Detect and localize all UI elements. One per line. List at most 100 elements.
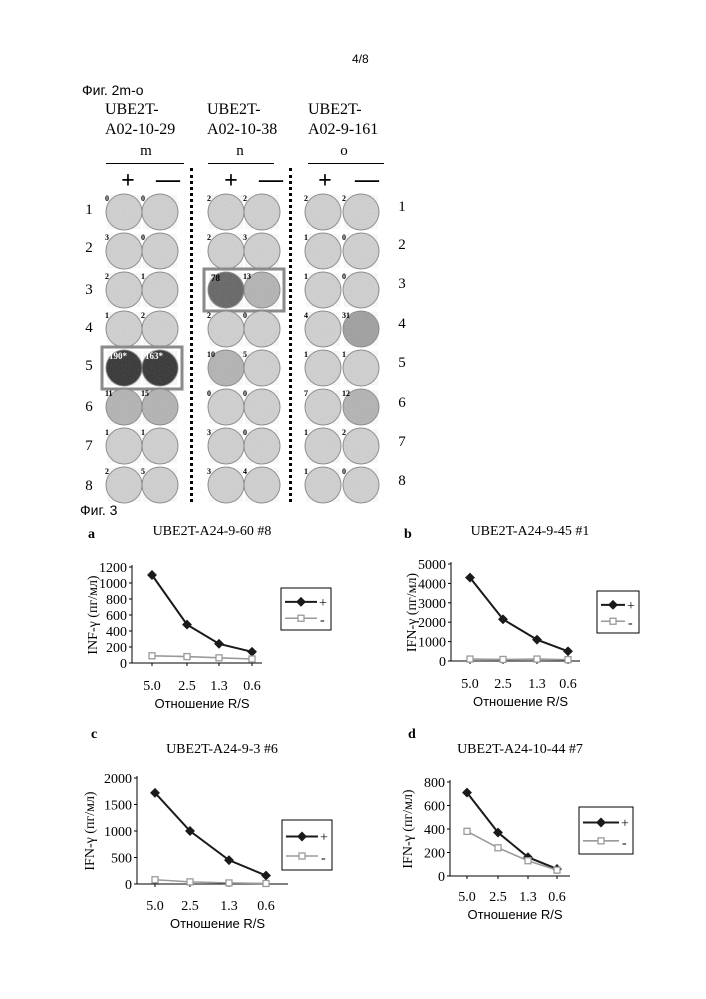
panel-o-letter: o bbox=[340, 143, 348, 159]
well-speckle bbox=[245, 273, 279, 307]
well-speckle bbox=[306, 468, 340, 502]
y-tick-label: 1000 bbox=[99, 577, 127, 592]
well-speckle bbox=[209, 195, 243, 229]
panel-m-letter: m bbox=[140, 143, 152, 159]
x-axis-label: Отношение R/S bbox=[170, 916, 265, 931]
spot-count: 1 bbox=[304, 272, 308, 281]
spot-count: 4 bbox=[304, 311, 308, 320]
well-speckle bbox=[143, 312, 177, 346]
spot-count: 1 bbox=[342, 350, 346, 359]
column-m-peptide: UBE2T- A02-10-29 bbox=[105, 100, 175, 140]
spot-count: 2 bbox=[304, 194, 308, 203]
spot-count: 2 bbox=[105, 467, 109, 476]
spot-count: 2 bbox=[105, 272, 109, 281]
well-speckle bbox=[306, 273, 340, 307]
well-speckle bbox=[245, 234, 279, 268]
y-tick-label: 2000 bbox=[104, 772, 132, 787]
legend-label-plus: + bbox=[621, 817, 629, 832]
series-line bbox=[469, 658, 569, 661]
spot-count: 0 bbox=[207, 389, 211, 398]
well-speckle bbox=[209, 351, 243, 385]
data-point-minus bbox=[463, 827, 471, 835]
data-point-plus bbox=[493, 827, 503, 838]
data-point-minus bbox=[225, 879, 233, 887]
spot-count: 11 bbox=[105, 389, 113, 398]
well-speckle bbox=[344, 351, 378, 385]
spot-count: 1 bbox=[141, 428, 145, 437]
data-point-plus bbox=[498, 614, 508, 625]
series-line bbox=[151, 574, 253, 653]
right-row-label: 3 bbox=[398, 276, 406, 292]
right-row-label: 8 bbox=[398, 473, 406, 489]
y-tick-label: 800 bbox=[424, 776, 445, 791]
right-row-label: 5 bbox=[398, 355, 406, 371]
data-point-plus bbox=[147, 570, 157, 580]
legend-marker-minus bbox=[609, 617, 617, 625]
right-row-label: 2 bbox=[398, 237, 406, 253]
legend-box bbox=[578, 806, 634, 855]
spot-count: 3 bbox=[207, 428, 211, 437]
y-tick-label: 4000 bbox=[418, 577, 446, 592]
data-point-plus bbox=[182, 619, 192, 630]
right-row-label: 4 bbox=[398, 316, 406, 332]
series-line bbox=[469, 576, 569, 653]
data-point-plus bbox=[214, 638, 224, 649]
x-tick-label: 0.6 bbox=[559, 677, 577, 692]
legend: +- bbox=[280, 587, 332, 631]
spot-count: 5 bbox=[141, 467, 145, 476]
well-speckle bbox=[107, 468, 141, 502]
y-tick-label: 2000 bbox=[418, 616, 446, 631]
legend-label-plus: + bbox=[319, 596, 327, 611]
column-n-peptide: UBE2T- A02-10-38 bbox=[207, 100, 277, 140]
y-axis-label: IFN-γ (пг/мл) bbox=[83, 791, 98, 871]
well-speckle bbox=[245, 468, 279, 502]
legend-label-minus: - bbox=[628, 616, 633, 631]
x-axis-label: Отношение R/S bbox=[473, 694, 568, 709]
y-tick-label: 500 bbox=[111, 852, 132, 867]
y-axis-label: IFN-γ (пг/мл) bbox=[405, 573, 420, 653]
x-tick-label: 1.3 bbox=[220, 899, 238, 914]
well-speckle bbox=[306, 234, 340, 268]
data-point-minus bbox=[215, 654, 223, 662]
spot-count: 0 bbox=[342, 467, 346, 476]
column-o-peptide: UBE2T- A02-9-161 bbox=[308, 100, 378, 140]
well-speckle bbox=[143, 429, 177, 463]
x-tick-label: 2.5 bbox=[494, 677, 512, 692]
spot-count: 1 bbox=[105, 428, 109, 437]
data-point-plus bbox=[465, 572, 475, 583]
well-speckle bbox=[143, 195, 177, 229]
data-point-minus bbox=[499, 655, 507, 664]
spot-count: 2 bbox=[342, 428, 346, 437]
well-speckle bbox=[306, 351, 340, 385]
spot-count: 3 bbox=[105, 233, 109, 242]
column-o-plus: + bbox=[318, 168, 332, 194]
spot-count: 2 bbox=[342, 194, 346, 203]
series-line bbox=[466, 830, 558, 871]
x-tick-label: 0.6 bbox=[257, 899, 275, 914]
left-row-label: 8 bbox=[85, 478, 93, 494]
well-speckle bbox=[143, 390, 177, 424]
well-speckle bbox=[107, 195, 141, 229]
x-tick-label: 1.3 bbox=[210, 679, 228, 694]
data-point-minus bbox=[524, 857, 532, 865]
column-m-plus: + bbox=[121, 168, 135, 194]
data-point-minus bbox=[466, 655, 474, 663]
legend-box bbox=[280, 587, 332, 631]
well-speckle bbox=[209, 234, 243, 268]
well-speckle bbox=[209, 312, 243, 346]
well-speckle bbox=[209, 390, 243, 424]
spot-count: 5 bbox=[243, 350, 247, 359]
legend-label-plus: + bbox=[627, 599, 635, 614]
column-m-minus: — bbox=[156, 167, 180, 193]
spot-count: 2 bbox=[207, 194, 211, 203]
y-tick-label: 5000 bbox=[418, 558, 446, 573]
column-n-plus: + bbox=[224, 168, 238, 194]
y-tick-label: 0 bbox=[125, 878, 132, 893]
y-axis-label: IFN-γ (пг/мл) bbox=[401, 789, 416, 869]
legend-box bbox=[596, 590, 640, 634]
panel-n-rule bbox=[208, 163, 274, 164]
left-row-label: 2 bbox=[85, 240, 93, 256]
right-row-label: 6 bbox=[398, 395, 406, 411]
